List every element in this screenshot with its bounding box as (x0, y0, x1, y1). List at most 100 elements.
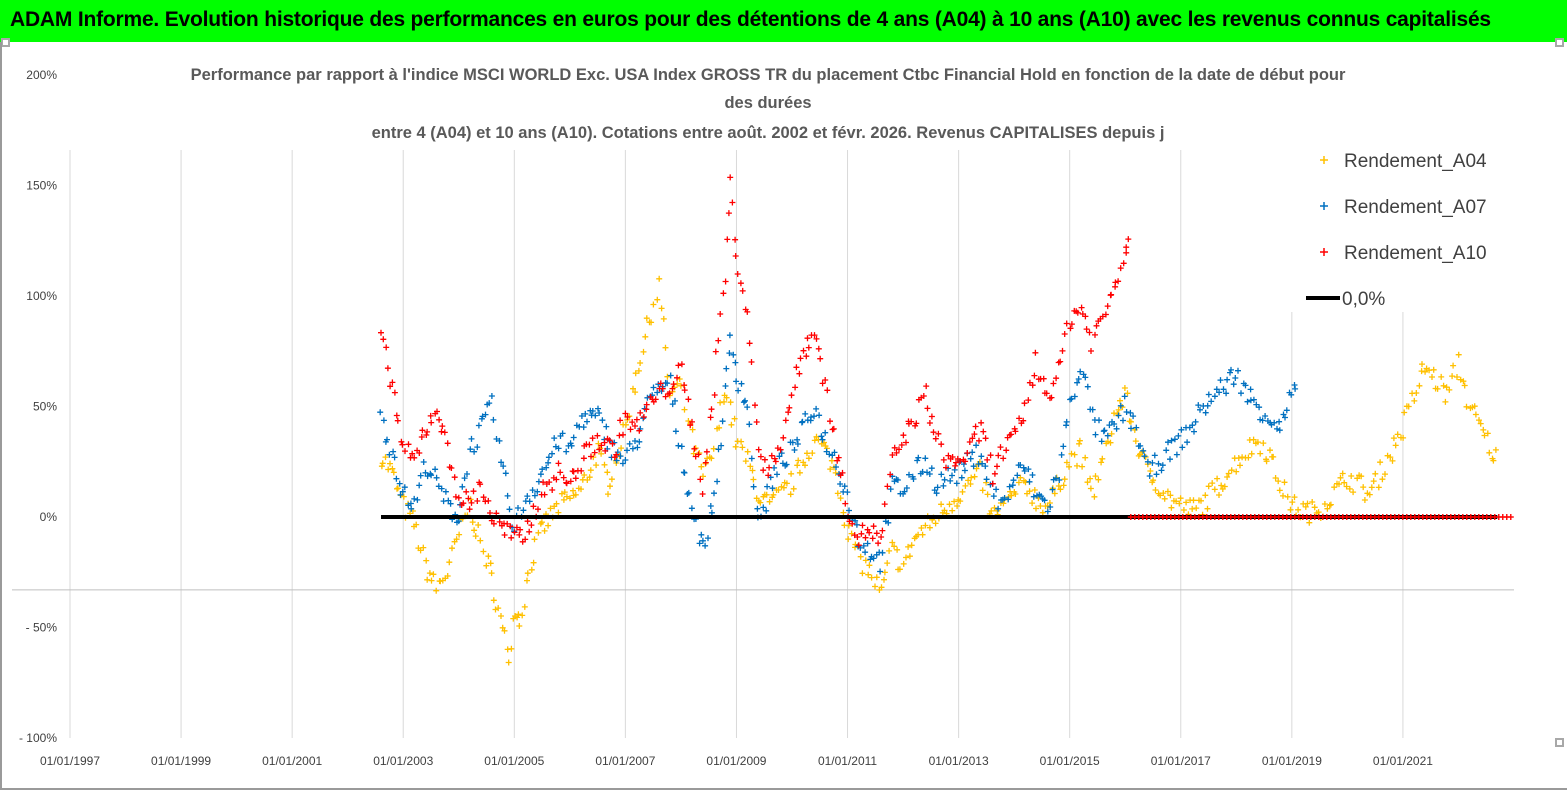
point (598, 450, 605, 457)
point (456, 531, 463, 538)
point (857, 553, 864, 560)
point (515, 505, 521, 511)
point (1254, 439, 1261, 446)
point (448, 465, 455, 471)
point (1218, 482, 1225, 489)
point (559, 430, 566, 437)
point (1232, 375, 1239, 381)
point (908, 542, 915, 549)
y-tick-label: 200% (26, 68, 57, 82)
point (1295, 506, 1302, 513)
point (772, 458, 779, 465)
point (794, 441, 801, 447)
point (1087, 485, 1094, 492)
point (624, 447, 630, 454)
point (1074, 462, 1080, 469)
point (732, 359, 739, 366)
point (1442, 398, 1449, 405)
point (1108, 291, 1115, 298)
point (965, 477, 972, 484)
point (630, 385, 636, 392)
point (1288, 391, 1295, 398)
point (563, 448, 570, 455)
point (604, 469, 611, 476)
point (982, 463, 989, 470)
point (508, 534, 515, 541)
point (785, 409, 792, 416)
point (394, 417, 401, 424)
point (426, 570, 433, 577)
point (1121, 393, 1128, 400)
resize-handle[interactable] (1555, 38, 1564, 47)
point (1331, 484, 1338, 491)
point (1049, 486, 1056, 493)
point (531, 536, 538, 543)
point (796, 370, 803, 377)
point (791, 447, 798, 453)
point (1020, 417, 1027, 424)
point (629, 419, 636, 426)
point (1438, 373, 1445, 380)
point (1193, 505, 1200, 512)
point (1137, 442, 1144, 449)
point (1184, 439, 1191, 446)
point (750, 483, 757, 490)
point (1108, 430, 1115, 437)
point (1088, 348, 1094, 354)
point (1429, 374, 1435, 380)
point (811, 437, 818, 444)
point (636, 427, 643, 434)
point (442, 488, 449, 495)
point (684, 491, 691, 497)
point (744, 308, 751, 315)
point (945, 452, 952, 459)
point (1060, 443, 1067, 450)
point (1089, 406, 1096, 413)
point (698, 531, 705, 538)
point (557, 469, 564, 476)
point (834, 457, 841, 464)
point (1144, 458, 1151, 465)
point (1422, 368, 1429, 375)
resize-handle[interactable] (1555, 738, 1564, 747)
point (859, 522, 866, 529)
point (984, 456, 991, 463)
point (1033, 505, 1039, 512)
point (1440, 382, 1447, 389)
point (1375, 484, 1382, 491)
point (597, 445, 604, 452)
point (433, 474, 440, 481)
point (636, 438, 643, 445)
point (501, 532, 508, 538)
point (967, 481, 974, 487)
point (1047, 504, 1054, 510)
point (394, 485, 401, 492)
legend-plus-marker (1320, 202, 1328, 210)
point (1292, 385, 1299, 392)
point (787, 491, 794, 498)
point (657, 380, 664, 387)
point (605, 491, 611, 498)
point (926, 420, 933, 426)
point (1235, 367, 1241, 374)
point (1366, 491, 1373, 498)
point (1120, 260, 1127, 267)
point (908, 418, 915, 425)
point (434, 408, 440, 415)
point (1104, 303, 1111, 310)
point (477, 481, 484, 488)
point (526, 528, 533, 535)
point (1121, 385, 1128, 391)
point (823, 448, 830, 455)
point (617, 453, 624, 460)
point (930, 429, 937, 436)
point (831, 449, 838, 456)
point (660, 315, 667, 322)
point (506, 506, 513, 513)
point (1031, 372, 1038, 379)
point (407, 500, 414, 507)
point (737, 280, 744, 287)
point (1262, 413, 1269, 419)
resize-handle[interactable] (1, 38, 10, 47)
point (504, 492, 511, 499)
